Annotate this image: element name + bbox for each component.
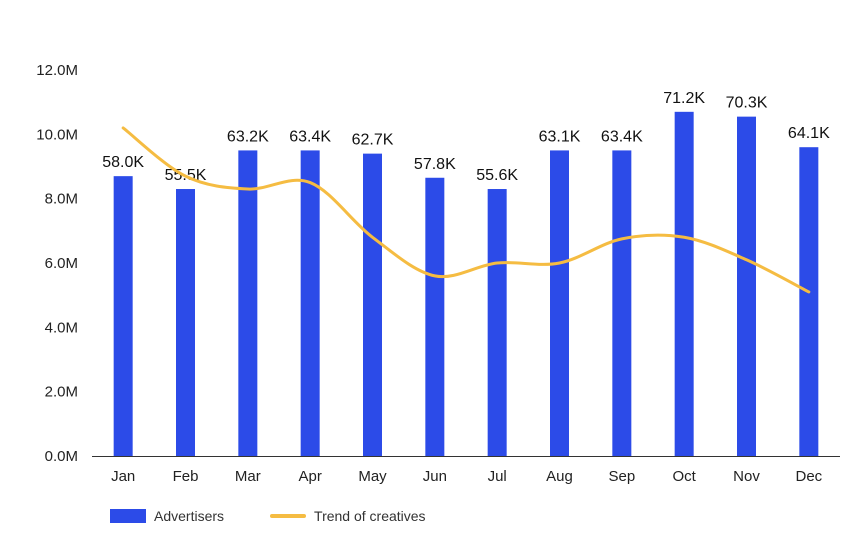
x-tick-label: Dec: [795, 468, 822, 485]
y-tick-label: 6.0M: [45, 255, 78, 272]
x-axis: Jan Feb Mar Apr May Jun Jul Aug Sep Oct Nov Dec: [92, 456, 840, 485]
bar-data-label: 63.4K: [289, 128, 331, 145]
bar-advertisers: [300, 150, 320, 456]
x-tick-label: Sep: [608, 468, 635, 485]
x-tick-label: Oct: [672, 468, 696, 485]
bar-data-label: 63.2K: [227, 128, 269, 145]
x-tick-label: Nov: [733, 468, 760, 485]
y-tick-label: 2.0M: [45, 384, 78, 401]
y-tick-label: 4.0M: [45, 319, 78, 336]
y-tick-label: 8.0M: [45, 191, 78, 208]
bar-advertisers: [799, 147, 819, 456]
bar-advertisers: [674, 111, 694, 457]
y-tick-label: 10.0M: [36, 126, 78, 143]
x-tick-label: Apr: [298, 468, 321, 485]
bar-advertisers: [363, 153, 382, 456]
bar-advertisers: [737, 116, 756, 457]
x-tick-label: May: [358, 468, 387, 485]
x-tick-label: Jun: [423, 468, 447, 485]
bar-data-label: 62.7K: [352, 132, 394, 149]
bar-advertisers: [425, 177, 445, 456]
bars-advertisers: [113, 111, 819, 457]
x-tick-label: Aug: [546, 468, 573, 485]
legend-label-advertisers: Advertisers: [154, 508, 225, 524]
bar-advertisers: [612, 150, 632, 456]
bar-data-label: 58.0K: [102, 154, 144, 171]
legend-swatch-advertisers: [110, 509, 146, 523]
bar-data-label: 63.4K: [601, 128, 643, 145]
bar-data-label: 70.3K: [726, 95, 768, 112]
trend-line: [121, 126, 811, 294]
bar-advertisers: [176, 189, 195, 456]
legend-swatch-trend: [270, 514, 307, 518]
x-tick-label: Jul: [488, 468, 507, 485]
y-tick-label: 12.0M: [36, 62, 78, 79]
bar-advertisers: [487, 189, 507, 456]
legend-item-advertisers: Advertisers: [110, 508, 224, 524]
x-tick-label: Feb: [173, 468, 199, 485]
y-tick-label: 0.0M: [45, 448, 78, 465]
legend-item-trend: Trend of creatives: [270, 508, 426, 524]
x-tick-label: Jan: [111, 468, 135, 485]
x-tick-label: Mar: [235, 468, 261, 485]
y-axis: 0.0M 2.0M 4.0M 6.0M 8.0M 10.0M 12.0M: [36, 62, 78, 465]
legend-label-trend: Trend of creatives: [314, 508, 426, 524]
bar-advertisers: [550, 150, 569, 456]
bar-data-label: 71.2K: [663, 90, 705, 107]
bar-advertisers: [238, 150, 258, 456]
bar-data-label: 57.8K: [414, 156, 456, 173]
legend: Advertisers Trend of creatives: [110, 508, 472, 524]
bar-data-label: 55.6K: [476, 167, 518, 184]
trend-line-creatives: [121, 126, 811, 294]
bar-data-label: 63.1K: [539, 128, 581, 145]
bar-data-label: 64.1K: [788, 125, 830, 142]
bar-advertisers: [113, 176, 133, 456]
